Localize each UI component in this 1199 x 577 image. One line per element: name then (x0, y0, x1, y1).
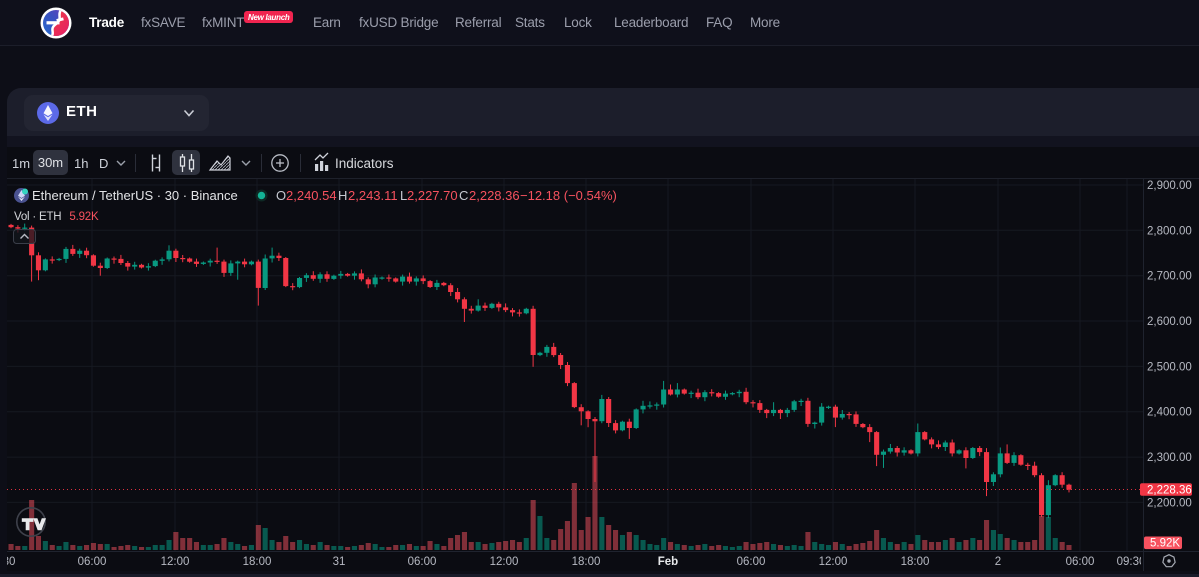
svg-text:06:00: 06:00 (78, 556, 107, 568)
svg-text:09:30: 09:30 (1117, 556, 1146, 568)
svg-text:06:00: 06:00 (737, 556, 766, 568)
svg-text:12:00: 12:00 (819, 556, 848, 568)
svg-text:Feb: Feb (658, 556, 678, 568)
svg-text:18:00: 18:00 (572, 556, 601, 568)
svg-text:2,700.00: 2,700.00 (1147, 271, 1192, 283)
svg-text:5.92K: 5.92K (1150, 538, 1180, 550)
svg-text:2,300.00: 2,300.00 (1147, 452, 1192, 464)
svg-text:06:00: 06:00 (408, 556, 437, 568)
svg-text:18:00: 18:00 (243, 556, 272, 568)
svg-text:2,200.00: 2,200.00 (1147, 497, 1192, 509)
svg-text:30: 30 (7, 556, 15, 568)
svg-text:31: 31 (333, 556, 346, 568)
svg-text:2,800.00: 2,800.00 (1147, 225, 1192, 237)
svg-text:2,228.36: 2,228.36 (1147, 485, 1192, 497)
svg-text:2: 2 (995, 556, 1001, 568)
svg-text:2,900.00: 2,900.00 (1147, 180, 1192, 192)
svg-text:12:00: 12:00 (161, 556, 190, 568)
svg-text:2,600.00: 2,600.00 (1147, 316, 1192, 328)
svg-text:2,400.00: 2,400.00 (1147, 407, 1192, 419)
svg-text:2,500.00: 2,500.00 (1147, 361, 1192, 373)
svg-text:12:00: 12:00 (490, 556, 519, 568)
svg-text:06:00: 06:00 (1066, 556, 1095, 568)
svg-text:18:00: 18:00 (901, 556, 930, 568)
